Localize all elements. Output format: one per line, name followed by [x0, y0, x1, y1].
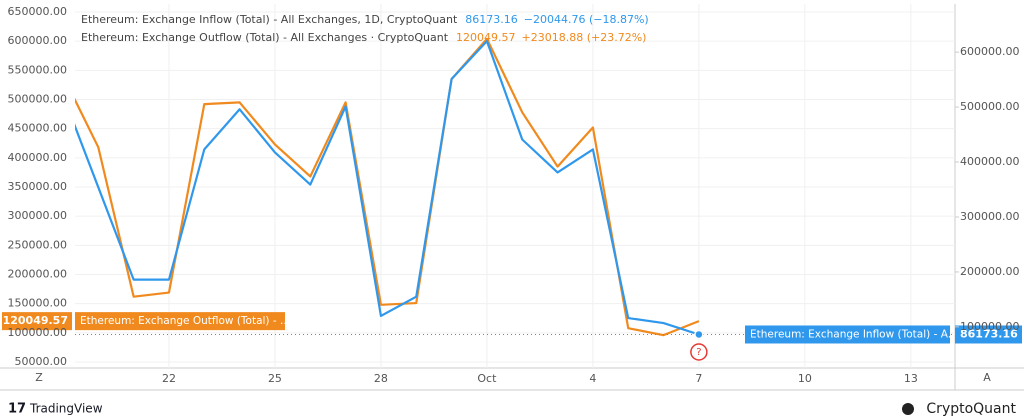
y-tick-label: 450000.00 — [8, 122, 68, 135]
event-marker-label: ? — [696, 347, 701, 358]
event-marker[interactable] — [690, 343, 708, 361]
brand-logo — [902, 403, 914, 415]
y2-tick-label: 300000.00 — [960, 210, 1020, 223]
price-tag: 86173.16 — [960, 327, 1018, 340]
brand-text: TradingView — [29, 402, 103, 416]
last-point — [694, 329, 704, 340]
legend-change: −20044.76 (−18.87%) — [524, 13, 649, 26]
series-tag-box — [745, 325, 950, 344]
x-tick-label: Oct — [477, 372, 497, 385]
y2-tick-label: 200000.00 — [960, 265, 1020, 278]
y-tick-label: 350000.00 — [8, 180, 68, 193]
brand-right: CryptoQuant — [902, 401, 1017, 417]
x-tick-label: 25 — [268, 372, 282, 385]
y2-tick-label: 400000.00 — [960, 155, 1020, 168]
series-tag: Ethereum: Exchange Inflow (Total) - A... — [750, 328, 958, 340]
series-tag: Ethereum: Exchange Outflow (Total) - ... — [80, 315, 290, 327]
y2-tick-label: 100000.00 — [960, 320, 1020, 333]
x-tick-label: 13 — [904, 372, 918, 385]
price-tag: 120049.57 — [3, 314, 68, 327]
price-tag-box — [2, 312, 72, 331]
series-tag-box — [75, 312, 285, 331]
legend-entry: Ethereum: Exchange Inflow (Total) - All … — [81, 13, 458, 26]
x-tick-label: 7 — [695, 372, 702, 385]
y-tick-label: 50000.00 — [15, 355, 68, 368]
y2-tick-label: 500000.00 — [960, 100, 1020, 113]
y-tick-label: 250000.00 — [8, 238, 68, 251]
brand-text: CryptoQuant — [926, 401, 1016, 417]
price-tag-box — [955, 325, 1022, 344]
series-line — [75, 37, 700, 337]
y-tick-label: 550000.00 — [8, 63, 68, 76]
y-tick-label: 400000.00 — [8, 151, 68, 164]
legend-change: +23018.88 (+23.72%) — [522, 31, 647, 44]
x-tick-label: 10 — [798, 372, 812, 385]
series-line — [75, 40, 700, 336]
y-tick-label: 100000.00 — [8, 326, 68, 339]
legend-value: 86173.16 — [465, 13, 518, 26]
legend-entry: Ethereum: Exchange Outflow (Total) - All… — [81, 31, 449, 44]
y-tick-label: 650000.00 — [8, 5, 68, 18]
x-tick-label: 4 — [589, 372, 596, 385]
scale-button[interactable]: A — [983, 371, 991, 384]
brand-left: 17 TradingView — [8, 402, 103, 417]
y-tick-label: 500000.00 — [8, 92, 68, 105]
x-tick-label: 28 — [374, 372, 388, 385]
y-tick-label: 600000.00 — [8, 34, 68, 47]
legend-value: 120049.57 — [456, 31, 516, 44]
x-tick-label: 22 — [162, 372, 176, 385]
brand-logo: 17 — [8, 402, 26, 417]
y-tick-label: 200000.00 — [8, 267, 68, 280]
y-tick-label: 150000.00 — [8, 297, 68, 310]
y-tick-label: 300000.00 — [8, 209, 68, 222]
y2-tick-label: 600000.00 — [960, 45, 1020, 58]
scale-button[interactable]: Z — [35, 371, 43, 384]
